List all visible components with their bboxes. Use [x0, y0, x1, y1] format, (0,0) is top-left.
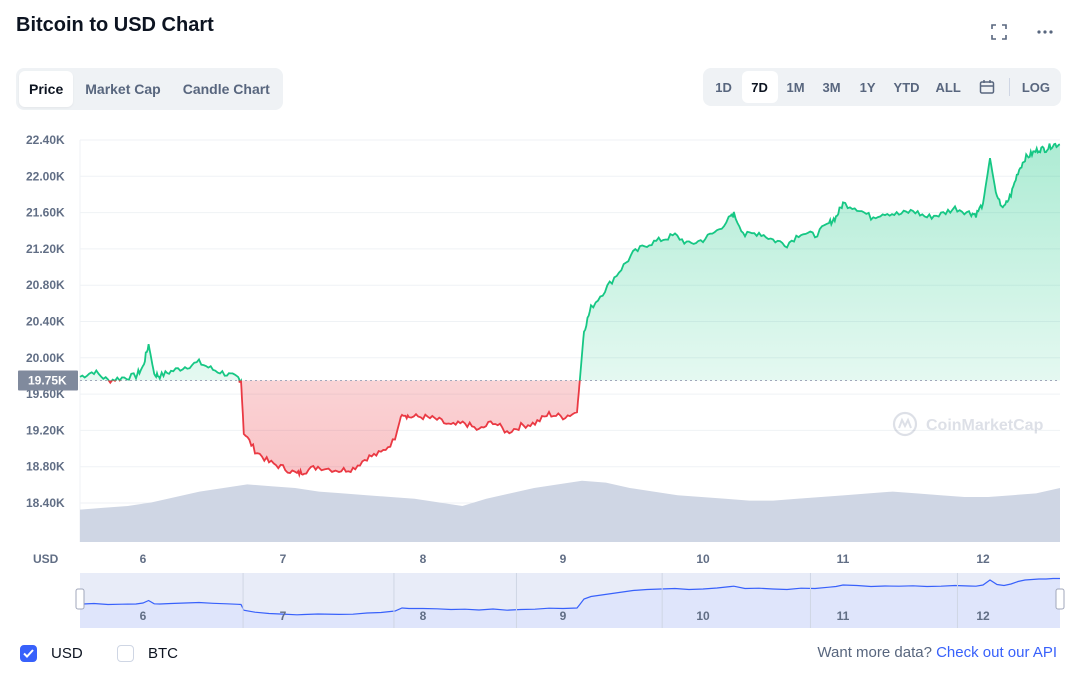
y-tick-label: 22.40K: [26, 133, 65, 147]
x-axis: 6 7 8 9 10 11 12: [140, 552, 990, 566]
navigator-tick-label: 7: [280, 609, 287, 623]
y-tick-label: 21.20K: [26, 242, 65, 256]
navigator-line: [79, 577, 1060, 616]
y-tick-label: 22.00K: [26, 169, 65, 183]
range-3m-button[interactable]: 3M: [822, 79, 841, 95]
chart-type-tabs: Price Market Cap Candle Chart: [16, 68, 283, 110]
volume-shape: [80, 480, 1060, 542]
range-all-button[interactable]: ALL: [935, 79, 961, 95]
more-horizontal-icon[interactable]: [1035, 22, 1055, 42]
y-tick-label: 19.60K: [26, 387, 65, 401]
tab-candle-chart[interactable]: Candle Chart: [182, 81, 270, 97]
range-1d-button[interactable]: 1D: [715, 79, 732, 95]
btc-toggle[interactable]: BTC: [117, 645, 178, 662]
y-tick-label: 20.40K: [26, 315, 65, 329]
baseline-price-label: 19.75K: [28, 373, 67, 387]
navigator-tick-label: 6: [140, 609, 147, 623]
range-divider: [1008, 78, 1010, 96]
api-prompt: Want more data?: [817, 644, 932, 661]
fullscreen-icon[interactable]: [989, 22, 1009, 42]
range-navigator[interactable]: 6 7 8 9 10 11 12: [75, 573, 1065, 628]
baseline-price-tag: 19.75K: [18, 370, 78, 391]
navigator-tick-label: 9: [560, 609, 567, 623]
coinmarketcap-logo-icon: [892, 411, 918, 437]
range-ytd-button[interactable]: YTD: [893, 79, 920, 95]
time-range-selector: 1D 7D 1M 3M 1Y YTD ALL LOG: [702, 68, 1061, 106]
x-tick-label: 9: [560, 552, 567, 566]
x-tick-label: 8: [420, 552, 427, 566]
log-scale-button[interactable]: LOG: [1021, 79, 1050, 95]
area-fill-up: [80, 143, 1060, 381]
y-tick-label: 20.00K: [26, 351, 65, 365]
navigator-tick-label: 8: [420, 609, 427, 623]
tab-price[interactable]: Price: [19, 71, 74, 107]
api-link[interactable]: Check out our API: [936, 644, 1057, 661]
range-1m-button[interactable]: 1M: [786, 79, 805, 95]
y-tick-label: 18.80K: [26, 460, 65, 474]
y-axis: 22.40K 22.00K 21.60K 21.20K 20.80K 20.40K 20.0…: [26, 133, 65, 510]
calendar-icon[interactable]: [969, 71, 1005, 103]
currency-axis-label: USD: [33, 552, 59, 566]
range-7d-button[interactable]: 7D: [741, 71, 778, 103]
usd-label: USD: [51, 645, 83, 662]
navigator-tick-label: 12: [976, 609, 990, 623]
x-tick-label: 10: [696, 552, 710, 566]
navigator-left-handle[interactable]: [75, 588, 85, 610]
price-line-up: [79, 142, 1061, 381]
watermark-text: CoinMarketCap: [926, 417, 1044, 434]
btc-checkbox[interactable]: [117, 645, 134, 662]
chart-footer: USD BTC Want more data? Check out our AP…: [0, 640, 1077, 670]
header-actions: [989, 22, 1055, 42]
btc-label: BTC: [148, 645, 178, 662]
range-1y-button[interactable]: 1Y: [859, 79, 876, 95]
usd-toggle[interactable]: USD: [20, 645, 83, 662]
x-tick-label: 6: [140, 552, 147, 566]
api-promo: Want more data? Check out our API: [817, 644, 1057, 661]
y-tick-label: 20.80K: [26, 278, 65, 292]
x-tick-label: 12: [976, 552, 990, 566]
y-tick-label: 19.20K: [26, 423, 65, 437]
volume-area: [80, 480, 1060, 542]
area-fill-down: [108, 380, 580, 475]
usd-checkbox[interactable]: [20, 645, 37, 662]
navigator-area: [80, 578, 1060, 628]
tab-market-cap[interactable]: Market Cap: [85, 81, 161, 97]
y-tick-label: 18.40K: [26, 496, 65, 510]
page-title: Bitcoin to USD Chart: [16, 14, 214, 36]
price-area: [80, 143, 1060, 475]
navigator-right-handle[interactable]: [1055, 588, 1065, 610]
price-chart[interactable]: 22.40K 22.00K 21.60K 21.20K 20.80K 20.40K 20.0…: [0, 120, 1077, 635]
x-tick-label: 7: [280, 552, 287, 566]
navigator-tick-label: 11: [837, 609, 850, 623]
x-tick-label: 11: [837, 552, 850, 566]
coinmarketcap-watermark: CoinMarketCap: [892, 411, 1044, 437]
navigator-tick-label: 10: [696, 609, 710, 623]
price-line: [79, 142, 1061, 479]
check-icon: [23, 649, 34, 658]
y-tick-label: 21.60K: [26, 206, 65, 220]
